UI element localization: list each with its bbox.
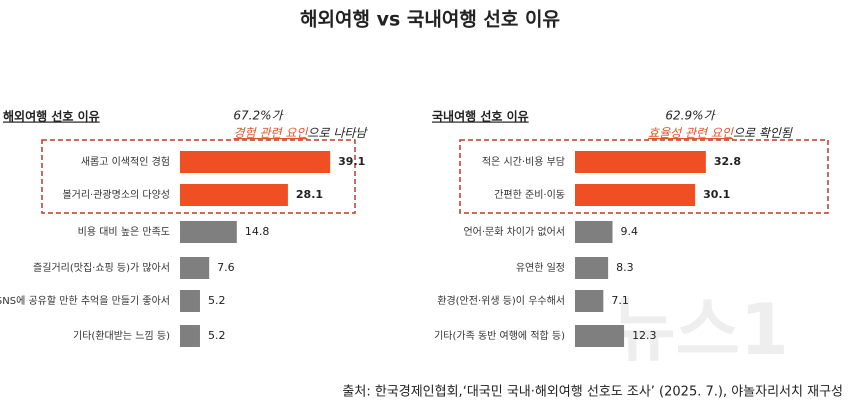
- annotation: 효율성 관련 요인으로 확인됨: [648, 126, 793, 140]
- annotation-highlight: 효율성 관련 요인: [648, 126, 734, 140]
- annotation-text: 으로 나타남: [307, 126, 368, 140]
- annotation: 67.2%가: [233, 109, 284, 123]
- category-label: 기타(환대받는 느낌 등): [73, 330, 170, 342]
- category-label: 새롭고 이색적인 경험: [81, 155, 170, 168]
- bar: [180, 221, 237, 243]
- bar: [180, 257, 210, 279]
- annotation: 경험 관련 요인으로 나타남: [234, 126, 369, 140]
- value-label: 5.2: [208, 329, 226, 342]
- category-label: 볼거리·관광명소의 다양성: [62, 189, 170, 201]
- bar: [575, 184, 696, 206]
- category-label: 즐길거리(맛집·쇼핑 등)가 많아서: [33, 261, 170, 274]
- value-label: 9.4: [621, 225, 639, 238]
- highlight-box: [41, 139, 356, 214]
- category-label: SNS에 공유할 만한 추억을 만들기 좋아서: [0, 295, 170, 307]
- bar: [575, 257, 609, 279]
- annotation-highlight: 경험 관련 요인: [234, 126, 309, 140]
- category-label: 유연한 일정: [516, 262, 565, 274]
- highlight-box: [459, 139, 829, 214]
- value-label: 28.1: [296, 188, 323, 201]
- bar: [180, 151, 331, 173]
- category-label: 간편한 준비·이동: [494, 189, 565, 201]
- value-label: 14.8: [245, 225, 270, 238]
- chart-title: 해외여행 선호 이유: [3, 109, 100, 124]
- category-label: 기타(가족 동반 여행에 적합 등): [434, 330, 565, 342]
- category-label: 환경(안전·위생 등)이 우수해서: [437, 294, 565, 307]
- value-label: 8.3: [616, 261, 634, 274]
- value-label: 7.6: [217, 261, 235, 274]
- annotation-text: 으로 확인됨: [733, 126, 793, 140]
- value-label: 12.3: [632, 329, 657, 342]
- bar: [575, 290, 604, 312]
- source: 출처: 한국경제인협회,‘대국민 국내·해외여행 선호도 조사’ (2025. …: [342, 384, 843, 400]
- category-label: 언어·문화 차이가 없어서: [463, 225, 565, 238]
- category-label: 비용 대비 높은 만족도: [78, 226, 170, 238]
- chart-title: 국내여행 선호 이유: [432, 109, 529, 124]
- value-label: 7.1: [611, 294, 629, 307]
- value-label: 39.1: [338, 155, 365, 168]
- value-label: 32.8: [714, 155, 741, 168]
- bar: [180, 325, 200, 347]
- value-label: 5.2: [208, 294, 226, 307]
- bar: [575, 151, 706, 173]
- value-label: 30.1: [703, 188, 730, 201]
- bar: [180, 290, 200, 312]
- bar: [575, 221, 613, 243]
- title: 해외여행 vs 국내여행 선호 이유: [300, 9, 560, 31]
- annotation: 62.9%가: [665, 109, 716, 123]
- watermark: 뉴스1: [611, 289, 789, 371]
- bar: [575, 325, 625, 347]
- category-label: 적은 시간·비용 부담: [482, 156, 565, 168]
- bar: [180, 184, 288, 206]
